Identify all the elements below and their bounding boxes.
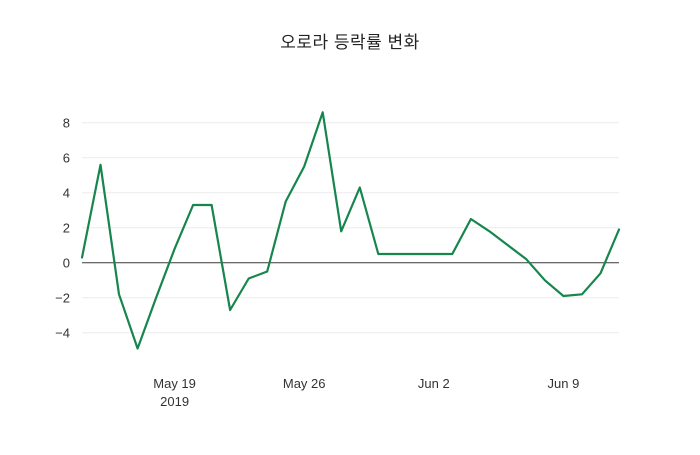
- y-tick-label: 4: [63, 185, 70, 200]
- y-tick-label: −4: [55, 325, 70, 340]
- y-tick-label: 8: [63, 115, 70, 130]
- x-tick-label: Jun 2: [418, 376, 450, 391]
- y-tick-label: 0: [63, 255, 70, 270]
- x-tick-sublabel: 2019: [160, 394, 189, 409]
- x-tick-label: May 26: [283, 376, 326, 391]
- x-tick-label: Jun 9: [548, 376, 580, 391]
- chart-title: 오로라 등락률 변화: [280, 33, 420, 52]
- y-tick-label: 6: [63, 150, 70, 165]
- y-tick-label: −2: [55, 290, 70, 305]
- series-line: [80, 111, 621, 350]
- y-tick-label: 2: [63, 220, 70, 235]
- x-tick-label: May 19: [153, 376, 196, 391]
